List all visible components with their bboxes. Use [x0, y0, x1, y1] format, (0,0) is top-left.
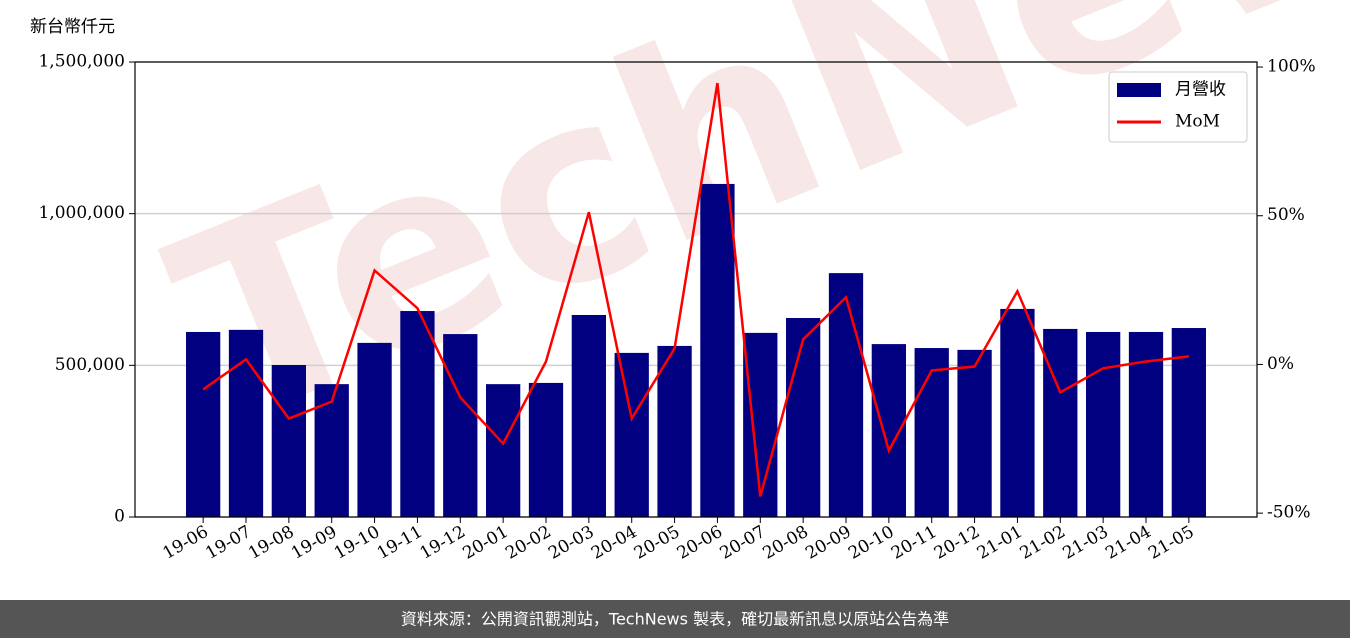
- x-tick-label: 19-07: [202, 522, 254, 564]
- bar: [1000, 308, 1035, 517]
- footer-bar: [0, 600, 1350, 638]
- bar: [614, 352, 649, 517]
- bar: [1171, 328, 1206, 517]
- bar: [443, 334, 478, 517]
- source-note: 資料來源：公開資訊觀測站，TechNews 製表，確切最新訊息以原站公告為準: [401, 610, 949, 629]
- legend-label: MoM: [1175, 112, 1220, 132]
- bar: [700, 183, 735, 517]
- bar: [957, 349, 992, 517]
- bar: [314, 384, 349, 517]
- bar: [914, 348, 949, 517]
- x-tick-label: 20-08: [759, 522, 811, 564]
- x-tick-label: 20-12: [931, 522, 983, 564]
- x-tick-label: 21-03: [1059, 522, 1111, 564]
- y2-tick-label: 100%: [1267, 57, 1316, 77]
- x-tick-label: 20-04: [588, 522, 640, 564]
- x-tick-label: 21-05: [1145, 522, 1197, 564]
- x-tick-label: 20-03: [545, 522, 597, 564]
- x-tick-label: 19-10: [331, 522, 383, 564]
- bar: [571, 314, 606, 517]
- x-tick-label: 19-11: [374, 522, 426, 564]
- plot-frame: [134, 61, 1258, 518]
- y-tick-label: 500,000: [55, 355, 125, 375]
- x-tick-label: 20-07: [717, 522, 769, 564]
- bar: [186, 331, 221, 517]
- x-tick-label: 20-11: [888, 522, 940, 564]
- y-axis-label: 新台幣仟元: [30, 17, 115, 37]
- y2-tick-label: -50%: [1267, 503, 1311, 523]
- x-tick-label: 19-09: [288, 522, 340, 564]
- x-tick-label: 21-04: [1102, 522, 1154, 564]
- x-tick-label: 19-12: [417, 522, 469, 564]
- bar: [486, 384, 521, 517]
- y2-tick-label: 0%: [1267, 354, 1294, 374]
- bar: [1086, 331, 1121, 517]
- x-tick-label: 19-08: [245, 522, 297, 564]
- x-tick-label: 20-01: [459, 522, 511, 564]
- x-tick-label: 20-06: [674, 522, 726, 564]
- x-tick-label: 21-02: [1017, 522, 1069, 564]
- x-tick-label: 20-05: [631, 522, 683, 564]
- x-tick-label: 20-09: [802, 522, 854, 564]
- bar: [786, 318, 821, 517]
- x-tick-label: 20-10: [845, 522, 897, 564]
- line: [202, 82, 1190, 497]
- bar: [357, 342, 392, 517]
- bar: [828, 273, 864, 517]
- legend-swatch: [1117, 83, 1161, 97]
- legend-label: 月營收: [1175, 80, 1226, 100]
- y-tick-label: 1,000,000: [38, 203, 125, 223]
- bar: [1043, 328, 1078, 517]
- bar: [400, 311, 435, 517]
- bar: [271, 365, 306, 517]
- x-tick-label: 19-06: [159, 522, 211, 564]
- x-tick-label: 21-01: [974, 522, 1026, 564]
- bar: [528, 382, 564, 517]
- y-tick-label: 0: [114, 507, 125, 527]
- bar: [657, 345, 692, 517]
- x-tick-label: 20-02: [502, 522, 554, 564]
- y2-tick-label: 50%: [1267, 205, 1305, 225]
- y-tick-label: 1,500,000: [38, 52, 125, 72]
